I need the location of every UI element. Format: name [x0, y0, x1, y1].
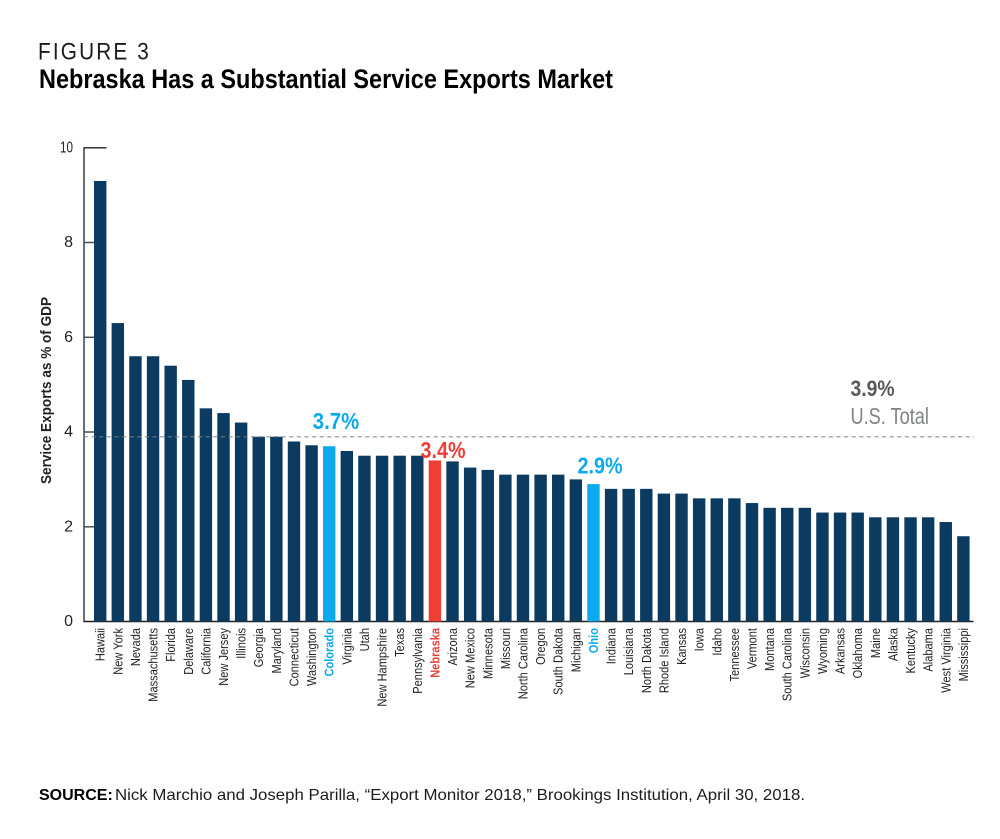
svg-text:California: California	[198, 627, 213, 674]
svg-text:New Hampshire: New Hampshire	[375, 628, 390, 707]
svg-text:New Jersey: New Jersey	[216, 628, 231, 686]
svg-text:Connecticut: Connecticut	[286, 628, 301, 687]
svg-text:4: 4	[64, 424, 73, 441]
svg-text:Hawaii: Hawaii	[93, 628, 108, 661]
svg-text:Wisconsin: Wisconsin	[797, 628, 812, 678]
svg-text:Kentucky: Kentucky	[903, 628, 918, 674]
svg-text:Oregon: Oregon	[533, 628, 548, 665]
svg-text:Ohio: Ohio	[586, 628, 601, 653]
svg-text:Alaska: Alaska	[885, 627, 900, 661]
svg-text:3.7%: 3.7%	[313, 408, 360, 434]
svg-text:Mississippi: Mississippi	[956, 628, 971, 681]
svg-text:10: 10	[60, 139, 73, 156]
svg-text:North Dakota: North Dakota	[639, 627, 654, 693]
svg-text:Colorado: Colorado	[322, 628, 337, 677]
svg-text:Tennessee: Tennessee	[727, 628, 742, 682]
svg-text:3.9%: 3.9%	[851, 376, 895, 401]
svg-text:Indiana: Indiana	[604, 627, 619, 664]
svg-text:Nebraska Has a Substantial Ser: Nebraska Has a Substantial Service Expor…	[39, 64, 613, 94]
svg-text:6: 6	[64, 329, 73, 346]
svg-text:0: 0	[64, 613, 73, 630]
svg-text:Nick Marchio and Joseph Parill: Nick Marchio and Joseph Parilla, “Export…	[115, 787, 805, 804]
svg-text:FIGURE 3: FIGURE 3	[38, 38, 151, 65]
svg-text:Service Exports as % of GDP: Service Exports as % of GDP	[39, 297, 55, 484]
svg-text:Vermont: Vermont	[744, 628, 759, 669]
svg-text:2.9%: 2.9%	[578, 452, 623, 478]
svg-text:8: 8	[64, 234, 73, 251]
svg-text:Kansas: Kansas	[674, 628, 689, 665]
svg-text:U.S. Total: U.S. Total	[851, 403, 929, 429]
svg-text:Arizona: Arizona	[445, 627, 460, 665]
svg-text:Illinois: Illinois	[234, 628, 249, 659]
svg-text:Virginia: Virginia	[339, 627, 354, 664]
svg-text:Utah: Utah	[357, 628, 372, 651]
svg-text:Nevada: Nevada	[128, 627, 143, 666]
svg-text:Texas: Texas	[392, 628, 407, 657]
svg-text:Missouri: Missouri	[498, 628, 513, 669]
svg-text:Washington: Washington	[304, 628, 319, 686]
svg-text:Rhode Island: Rhode Island	[656, 628, 671, 693]
svg-text:Florida: Florida	[163, 627, 178, 661]
svg-text:Pennsylvania: Pennsylvania	[410, 627, 425, 693]
svg-text:Michigan: Michigan	[568, 628, 583, 672]
svg-text:SOURCE:: SOURCE:	[39, 787, 113, 804]
svg-text:Louisiana: Louisiana	[621, 627, 636, 675]
svg-text:South Dakota: South Dakota	[551, 627, 566, 695]
svg-text:North Carolina: North Carolina	[515, 627, 530, 699]
svg-text:Wyoming: Wyoming	[815, 628, 830, 674]
svg-text:Maryland: Maryland	[269, 628, 284, 674]
svg-text:West Virginia: West Virginia	[938, 627, 953, 692]
svg-text:Oklahoma: Oklahoma	[850, 627, 865, 678]
svg-text:Idaho: Idaho	[709, 628, 724, 656]
svg-text:Alabama: Alabama	[921, 627, 936, 671]
svg-text:New York: New York	[110, 628, 125, 675]
svg-text:Maine: Maine	[868, 628, 883, 658]
svg-text:Arkansas: Arkansas	[833, 628, 848, 675]
svg-text:Montana: Montana	[762, 627, 777, 671]
svg-text:2: 2	[64, 518, 73, 535]
svg-text:Nebraska: Nebraska	[427, 627, 442, 677]
svg-text:Minnesota: Minnesota	[480, 627, 495, 679]
svg-text:New Mexico: New Mexico	[463, 628, 478, 688]
svg-text:South Carolina: South Carolina	[780, 627, 795, 701]
svg-text:Georgia: Georgia	[251, 627, 266, 667]
svg-text:Iowa: Iowa	[692, 627, 707, 651]
svg-text:3.4%: 3.4%	[421, 437, 466, 463]
svg-text:Massachusetts: Massachusetts	[146, 628, 161, 702]
svg-text:Delaware: Delaware	[181, 628, 196, 675]
